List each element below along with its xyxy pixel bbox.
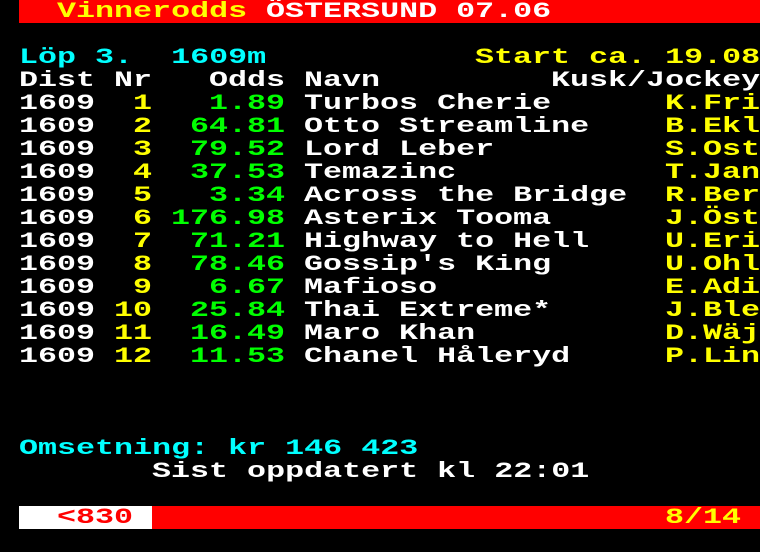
row-jockey: J.Öst [665,206,760,231]
row-odds: 25.84 [190,298,286,323]
row-nr: 7 [133,229,153,254]
race-label: Löp 3. 1609m [19,45,267,70]
row-name: Thai Extreme* [304,298,552,323]
col-odds: Odds [209,68,286,93]
row-name: Asterix Tooma [304,206,552,231]
last-updated: Sist oppdatert kl 22:01 [152,459,590,484]
col-nr: Nr [114,68,153,93]
title-prefix: Vinnerodds [57,0,248,24]
row-dist: 1609 [19,183,96,208]
row-nr: 9 [133,275,153,300]
row-jockey: S.Ost [665,137,760,162]
row-jockey: R.Ber [665,183,760,208]
row-name: Lord Leber [304,137,495,162]
row-jockey: B.Ekl [665,114,760,139]
row-name: Turbos Cherie [304,91,552,116]
row-name: Gossip's King [304,252,552,277]
row-nr: 1 [133,91,153,116]
row-dist: 1609 [19,344,96,369]
row-name: Highway to Hell [304,229,590,254]
prev-page-box[interactable] [19,506,152,529]
row-dist: 1609 [19,275,96,300]
row-jockey: E.Adi [665,275,760,300]
row-name: Otto Streamline [304,114,590,139]
row-odds: 1.89 [209,91,286,116]
title-rest: ÖSTERSUND 07.06 [266,0,552,24]
row-odds: 78.46 [190,252,286,277]
row-odds: 176.98 [171,206,286,231]
page-count: 8/14 [665,505,742,530]
race-start: Start ca. 19.08 [475,45,760,70]
footer-bar [152,506,760,529]
row-odds: 64.81 [190,114,286,139]
row-name: Across the Bridge [304,183,628,208]
row-nr: 11 [114,321,153,346]
row-odds: 79.52 [190,137,286,162]
row-odds: 3.34 [209,183,286,208]
prev-page-link[interactable]: <830 [57,505,134,530]
row-odds: 6.67 [209,275,286,300]
row-dist: 1609 [19,252,96,277]
row-odds: 16.49 [190,321,286,346]
row-nr: 6 [133,206,153,231]
title-bar [19,0,760,23]
row-odds: 71.21 [190,229,286,254]
row-jockey: T.Jan [665,160,760,185]
row-dist: 1609 [19,206,96,231]
row-dist: 1609 [19,114,96,139]
row-jockey: D.Wäj [665,321,760,346]
row-jockey: P.Lin [665,344,760,369]
row-dist: 1609 [19,91,96,116]
row-nr: 8 [133,252,153,277]
row-nr: 4 [133,160,153,185]
row-name: Mafioso [304,275,438,300]
row-dist: 1609 [19,321,96,346]
row-odds: 11.53 [190,344,286,369]
col-name: Navn [304,68,381,93]
row-nr: 12 [114,344,153,369]
row-nr: 2 [133,114,153,139]
row-jockey: K.Fri [665,91,760,116]
row-nr: 5 [133,183,153,208]
row-odds: 37.53 [190,160,286,185]
row-name: Chanel Håleryd [304,344,571,369]
row-nr: 10 [114,298,153,323]
row-dist: 1609 [19,298,96,323]
row-dist: 1609 [19,160,96,185]
row-dist: 1609 [19,137,96,162]
row-name: Temazinc [304,160,457,185]
row-jockey: U.Ohl [665,252,760,277]
row-jockey: U.Eri [665,229,760,254]
row-jockey: J.Ble [665,298,760,323]
col-jockey: Kusk/Jockey [551,68,760,93]
row-nr: 3 [133,137,153,162]
row-name: Maro Khan [304,321,476,346]
row-dist: 1609 [19,229,96,254]
turnover: Omsetning: kr 146 423 [19,436,419,461]
col-dist: Dist [19,68,96,93]
